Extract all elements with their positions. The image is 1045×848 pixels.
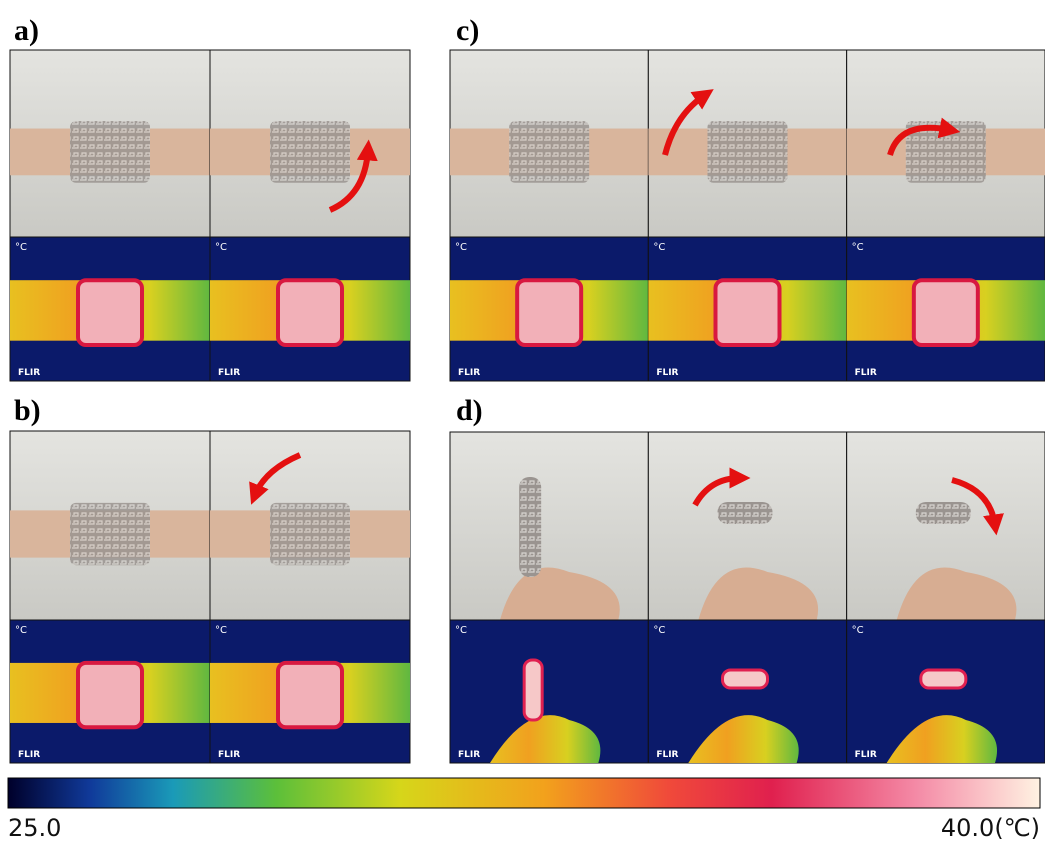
thermal-unit: °C (852, 242, 864, 253)
thermal-unit: °C (653, 625, 665, 636)
panel-label: a) (14, 14, 39, 47)
sensor-patch (708, 121, 788, 183)
finger-patch (519, 477, 541, 577)
thermal-logo: FLIR (656, 368, 678, 378)
finger-patch (916, 502, 971, 524)
thermal-unit: °C (852, 625, 864, 636)
thermal-patch (914, 280, 978, 345)
thermal-unit: °C (455, 242, 467, 253)
thermal-logo: FLIR (855, 750, 877, 760)
sensor-patch (509, 121, 589, 183)
thermal-patch (716, 280, 780, 345)
thermal-patch (278, 663, 342, 727)
colorbar-min: 25.0 (8, 814, 61, 842)
sensor-patch (70, 121, 150, 183)
panel-label: d) (456, 394, 483, 427)
thermal-unit: °C (455, 625, 467, 636)
thermal-logo: FLIR (18, 750, 40, 760)
thermal-unit: °C (215, 242, 227, 253)
thermal-logo: FLIR (18, 368, 40, 378)
thermal-logo: FLIR (458, 750, 480, 760)
thermal-unit: °C (215, 625, 227, 636)
thermal-patch (524, 660, 542, 720)
thermal-unit: °C (653, 242, 665, 253)
colorbar-max: 40.0(℃) (941, 814, 1040, 842)
thermal-patch (517, 280, 581, 345)
colorbar (8, 778, 1040, 808)
thermal-logo: FLIR (855, 368, 877, 378)
sensor-patch (70, 503, 150, 565)
sensor-patch (270, 121, 350, 183)
thermal-patch (723, 670, 768, 688)
thermal-logo: FLIR (458, 368, 480, 378)
thermal-unit: °C (15, 242, 27, 253)
thermal-logo: FLIR (656, 750, 678, 760)
sensor-patch (270, 503, 350, 565)
thermal-logo: FLIR (218, 368, 240, 378)
panel-label: b) (14, 394, 41, 427)
finger-patch (718, 502, 773, 524)
thermal-logo: FLIR (218, 750, 240, 760)
thermal-unit: °C (15, 625, 27, 636)
panel-label: c) (456, 14, 479, 47)
thermal-patch (921, 670, 966, 688)
thermal-patch (278, 280, 342, 345)
thermal-patch (78, 663, 142, 727)
thermal-patch (78, 280, 142, 345)
figure: 25.0 40.0(℃) a) °C FLIR °C FLIR b) °C FLIR °C FLI… (0, 0, 1045, 848)
